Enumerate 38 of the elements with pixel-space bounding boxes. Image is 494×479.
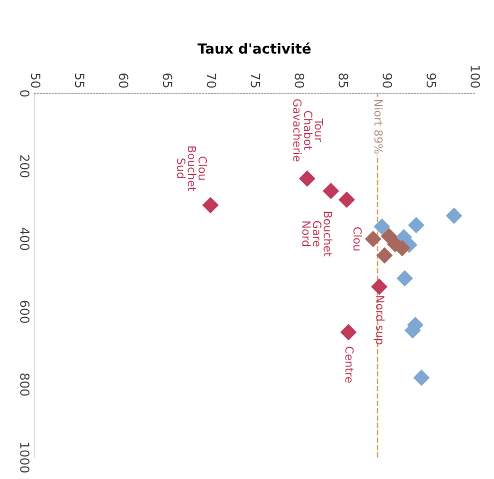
y-tick-label: 400 xyxy=(20,228,30,250)
annotation: Tour Chabot Gavacherie xyxy=(293,99,323,162)
x-tick-label: 60 xyxy=(118,74,128,88)
x-tick-label: 100 xyxy=(470,66,480,88)
x-tick-label: 80 xyxy=(294,73,304,88)
x-tick-label: 85 xyxy=(338,73,348,88)
point xyxy=(364,230,382,248)
point xyxy=(371,278,388,295)
y-tick-label: 200 xyxy=(20,155,30,178)
annotation: Clou Bouchet Sud xyxy=(177,146,208,192)
y-tick-label: 800 xyxy=(20,374,30,396)
point xyxy=(396,270,413,287)
x-tick-label: 75 xyxy=(250,74,260,88)
x-tick-label: 65 xyxy=(162,74,172,88)
point xyxy=(340,324,357,340)
x-tick-label: 90 xyxy=(382,73,392,88)
x-axis-title: Taux d'activité xyxy=(198,42,311,54)
y-tick-label: 1000 xyxy=(20,442,30,473)
annotation: Nord sup xyxy=(374,296,385,344)
point xyxy=(322,182,340,200)
x-tick-label: 55 xyxy=(74,74,84,88)
annotation: Bouchet Gare Nord xyxy=(302,212,332,256)
point xyxy=(413,370,430,386)
point xyxy=(446,208,462,224)
x-tick-label: 50 xyxy=(30,74,40,88)
point xyxy=(376,247,393,264)
x-tick-label: 70 xyxy=(206,74,216,88)
y-tick-label: 0 xyxy=(20,90,30,97)
annotation: Clou xyxy=(353,227,362,250)
y-tick-label: 600 xyxy=(20,300,30,323)
point xyxy=(408,216,424,234)
point xyxy=(298,170,316,187)
point xyxy=(338,191,355,208)
point xyxy=(374,218,390,235)
ref-line-label: Niort 89% xyxy=(374,100,383,154)
x-tick-label: 95 xyxy=(426,73,436,88)
point xyxy=(202,196,219,214)
annotation: Centre xyxy=(345,346,354,383)
